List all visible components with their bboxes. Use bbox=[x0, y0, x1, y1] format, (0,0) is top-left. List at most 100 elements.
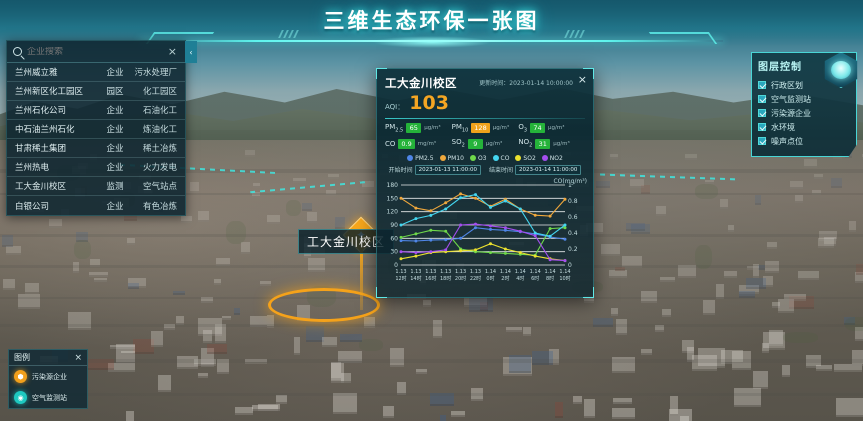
search-result-row[interactable]: 中石油兰州石化 企业 炼油化工 bbox=[7, 120, 185, 139]
search-result-row[interactable]: 兰州新区化工园区 园区 化工园区 bbox=[7, 82, 185, 101]
air-station-marker-icon: ◉ bbox=[14, 391, 27, 404]
svg-text:0: 0 bbox=[568, 262, 572, 269]
orb-core bbox=[831, 61, 851, 79]
legend-color-dot bbox=[407, 155, 414, 162]
close-icon[interactable]: × bbox=[74, 352, 82, 363]
svg-text:16时: 16时 bbox=[425, 275, 436, 282]
layer-checkbox[interactable] bbox=[758, 123, 766, 131]
pollutant-name: PM2.5 bbox=[385, 123, 404, 134]
layer-item[interactable]: 噪声点位 bbox=[758, 134, 850, 148]
svg-text:2时: 2时 bbox=[501, 275, 509, 282]
svg-text:60: 60 bbox=[390, 235, 398, 242]
legend-item[interactable]: PM2.5 bbox=[407, 154, 434, 162]
svg-text:1: 1 bbox=[568, 182, 572, 189]
svg-text:90: 90 bbox=[390, 222, 398, 229]
map-legend-label: 空气监测站 bbox=[32, 393, 67, 402]
layer-checkbox[interactable] bbox=[758, 137, 766, 145]
map-legend-label: 污染源企业 bbox=[32, 372, 67, 381]
legend-label: PM2.5 bbox=[415, 154, 434, 162]
search-result-row[interactable]: 白银公司 企业 有色冶炼 bbox=[7, 196, 185, 215]
result-value: 炼油化工 bbox=[142, 125, 177, 135]
date-start-input[interactable]: 2023-01-13 11:00:00 bbox=[414, 164, 481, 175]
corner-decoration bbox=[583, 68, 594, 79]
svg-text:120: 120 bbox=[387, 208, 399, 215]
search-clear-button[interactable]: × bbox=[167, 45, 177, 58]
pollutant-trend-chart[interactable]: CO(mg/m³) 0 30 60 90 120 150 180 0 0.2 0.4 0.6 0.8 1… bbox=[379, 178, 589, 289]
legend-label: NO2 bbox=[549, 154, 563, 162]
legend-item[interactable]: SO2 bbox=[515, 154, 536, 162]
search-result-row[interactable]: 兰州石化公司 企业 石油化工 bbox=[7, 101, 185, 120]
date-start-label: 开始时间 bbox=[388, 167, 413, 175]
result-type: 企业 bbox=[106, 201, 124, 212]
svg-text:1.14: 1.14 bbox=[530, 269, 541, 275]
search-result-row[interactable]: 兰州热电 企业 火力发电 bbox=[7, 158, 185, 177]
svg-text:12时: 12时 bbox=[395, 275, 406, 282]
pollutant-unit: μg/m³ bbox=[485, 140, 503, 147]
layer-panel-header: 图层控制 bbox=[758, 58, 852, 73]
map-marker-air-station[interactable]: ✦ 工大金川校区 bbox=[298, 216, 395, 310]
pollutant-name: SO2 bbox=[451, 138, 465, 149]
search-result-row[interactable]: 兰州威立雅 企业 污水处理厂 bbox=[7, 63, 185, 82]
divider bbox=[385, 118, 585, 119]
date-start-group[interactable]: 开始时间 2023-01-13 11:00:00 bbox=[388, 164, 481, 175]
result-type: 企业 bbox=[106, 125, 124, 135]
search-result-row[interactable]: 工大金川校区 监测 空气站点 bbox=[7, 177, 185, 196]
svg-text:1.14: 1.14 bbox=[545, 269, 556, 275]
pollutant-name: O3 bbox=[518, 123, 528, 134]
result-value: 稀土冶炼 bbox=[142, 144, 177, 154]
search-icon bbox=[13, 47, 22, 56]
result-value: 化工园区 bbox=[142, 87, 177, 97]
layer-items-list[interactable]: 行政区划 空气监测站 污染源企业 水环境 噪声点位 bbox=[758, 78, 850, 148]
result-type: 企业 bbox=[106, 144, 124, 154]
search-panel-toggle[interactable]: ‹ bbox=[185, 41, 197, 63]
layer-checkbox[interactable] bbox=[758, 81, 766, 89]
legend-label: SO2 bbox=[523, 154, 536, 162]
layer-item[interactable]: 行政区划 bbox=[758, 78, 850, 92]
legend-label: PM10 bbox=[447, 154, 464, 162]
page-title: 三维生态环保一张图 bbox=[323, 9, 540, 33]
globe-icon[interactable] bbox=[823, 52, 859, 88]
search-result-row[interactable]: 甘肃稀土集团 企业 稀土冶炼 bbox=[7, 139, 185, 158]
svg-text:1.13: 1.13 bbox=[395, 269, 406, 275]
layer-item[interactable]: 空气监测站 bbox=[758, 92, 850, 106]
result-value: 石油化工 bbox=[142, 106, 177, 116]
close-icon[interactable]: × bbox=[577, 73, 587, 86]
pollutant-name: PM10 bbox=[451, 123, 469, 134]
banner-glow bbox=[371, 36, 492, 48]
search-input[interactable] bbox=[27, 46, 166, 57]
svg-text:1.14: 1.14 bbox=[485, 269, 496, 275]
svg-text:18时: 18时 bbox=[440, 275, 451, 282]
chart-legend[interactable]: PM2.5 PM10 O3 CO SO2 NO2 bbox=[377, 151, 593, 164]
svg-text:1.13: 1.13 bbox=[440, 269, 451, 275]
legend-item[interactable]: NO2 bbox=[541, 154, 563, 162]
legend-item[interactable]: CO bbox=[492, 154, 510, 162]
search-panel[interactable]: × ‹ 兰州威立雅 企业 污水处理厂 兰州新区化工园区 园区 化工园区 兰州石化… bbox=[6, 40, 197, 216]
legend-color-dot bbox=[439, 155, 446, 162]
svg-text:0: 0 bbox=[394, 262, 398, 269]
result-value: 污水处理厂 bbox=[134, 68, 177, 78]
layer-item[interactable]: 污染源企业 bbox=[758, 106, 850, 120]
result-name: 兰州新区化工园区 bbox=[15, 87, 84, 97]
svg-text:0.2: 0.2 bbox=[568, 246, 578, 253]
station-detail-popup[interactable]: 工大金川校区 更新时间：2023-01-14 10:00:00 × AQI： 1… bbox=[376, 68, 594, 298]
title-bar: 三维生态环保一张图 bbox=[0, 0, 863, 48]
date-range-row[interactable]: 开始时间 2023-01-13 11:00:00 结束时间 2023-01-14… bbox=[377, 164, 593, 177]
search-row[interactable]: × bbox=[7, 41, 185, 63]
pollutant-value-badge: 128 bbox=[471, 123, 490, 134]
layer-label: 空气监测站 bbox=[771, 94, 811, 104]
layer-checkbox[interactable] bbox=[758, 109, 766, 117]
legend-item[interactable]: PM10 bbox=[439, 154, 464, 162]
result-name: 兰州威立雅 bbox=[15, 68, 58, 78]
date-end-input[interactable]: 2023-01-14 11:00:00 bbox=[515, 164, 582, 175]
layer-item[interactable]: 水环境 bbox=[758, 120, 850, 134]
search-results-list[interactable]: 兰州威立雅 企业 污水处理厂 兰州新区化工园区 园区 化工园区 兰州石化公司 企… bbox=[7, 63, 185, 215]
map-legend-panel[interactable]: 图例 × ⬢ 污染源企业 ◉ 空气监测站 bbox=[8, 349, 88, 409]
date-end-group[interactable]: 结束时间 2023-01-14 11:00:00 bbox=[489, 164, 582, 175]
svg-text:6时: 6时 bbox=[531, 275, 539, 282]
legend-label: CO bbox=[500, 154, 510, 162]
layer-checkbox[interactable] bbox=[758, 95, 766, 103]
layer-panel-title: 图层控制 bbox=[758, 62, 802, 73]
date-end-label: 结束时间 bbox=[489, 167, 514, 175]
legend-item[interactable]: O3 bbox=[469, 155, 487, 162]
legend-color-dot bbox=[469, 155, 476, 162]
